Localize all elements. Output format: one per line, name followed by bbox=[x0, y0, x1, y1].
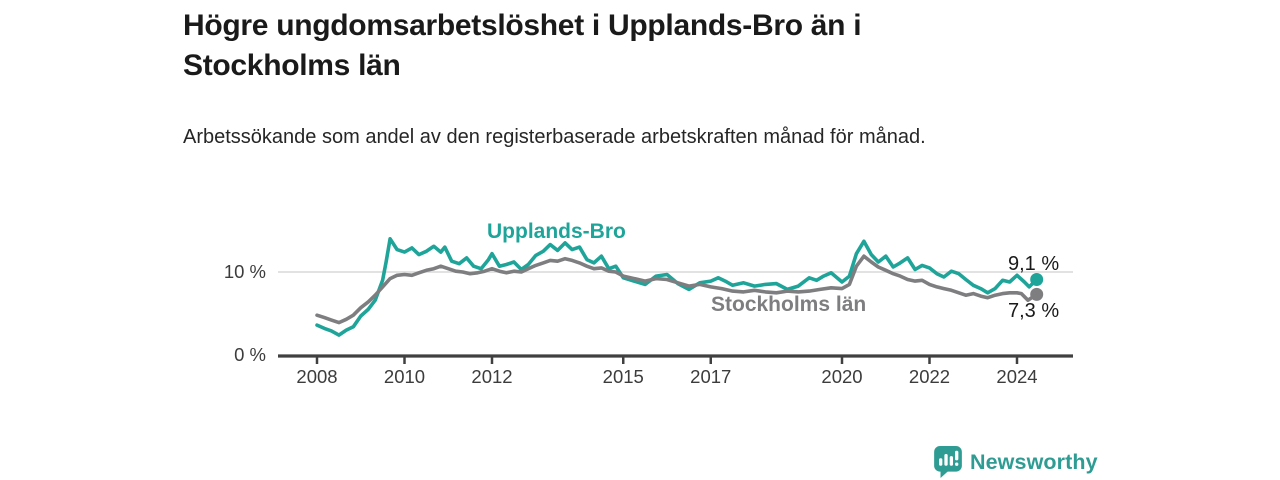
x-tick-label-2015: 2015 bbox=[602, 366, 644, 387]
series-label-stockholms-lan: Stockholms län bbox=[711, 293, 867, 316]
y-tick-label-0: 0 % bbox=[234, 344, 266, 365]
x-tick-label-2022: 2022 bbox=[908, 366, 951, 387]
series-line-0 bbox=[315, 237, 1039, 337]
chart-title: Högre ungdomsarbetslöshet i Upplands-Bro… bbox=[183, 9, 862, 82]
x-tick-label-2020: 2020 bbox=[821, 366, 863, 387]
end-value-label-upplands-bro: 9,1 % bbox=[1008, 253, 1060, 275]
x-tick-label-2008: 2008 bbox=[296, 366, 338, 387]
series-end-dots bbox=[1030, 273, 1044, 301]
newsworthy-logo-text: Newsworthy bbox=[970, 449, 1098, 474]
end-value-label-stockholms-lan: 7,3 % bbox=[1008, 300, 1060, 322]
series-end-dot-1 bbox=[1030, 287, 1044, 301]
x-tick-label-2012: 2012 bbox=[471, 366, 513, 387]
x-tick-label-2010: 2010 bbox=[383, 366, 426, 387]
x-axis bbox=[278, 354, 1073, 364]
series-lines bbox=[315, 237, 1039, 337]
series-label-upplands-bro: Upplands-Bro bbox=[487, 220, 626, 243]
newsworthy-logo-icon bbox=[934, 446, 962, 478]
series-line-1 bbox=[315, 254, 1039, 325]
chart-subtitle: Arbetssökande som andel av den registerb… bbox=[183, 126, 926, 148]
x-tick-label-2024: 2024 bbox=[996, 366, 1038, 387]
y-tick-label-10: 10 % bbox=[223, 261, 266, 282]
x-tick-labels: 2008 2010 2012 2015 2017 2020 2022 2024 bbox=[0, 366, 1280, 390]
newsworthy-logo: Newsworthy bbox=[933, 446, 1098, 478]
x-tick-label-2017: 2017 bbox=[690, 366, 732, 387]
